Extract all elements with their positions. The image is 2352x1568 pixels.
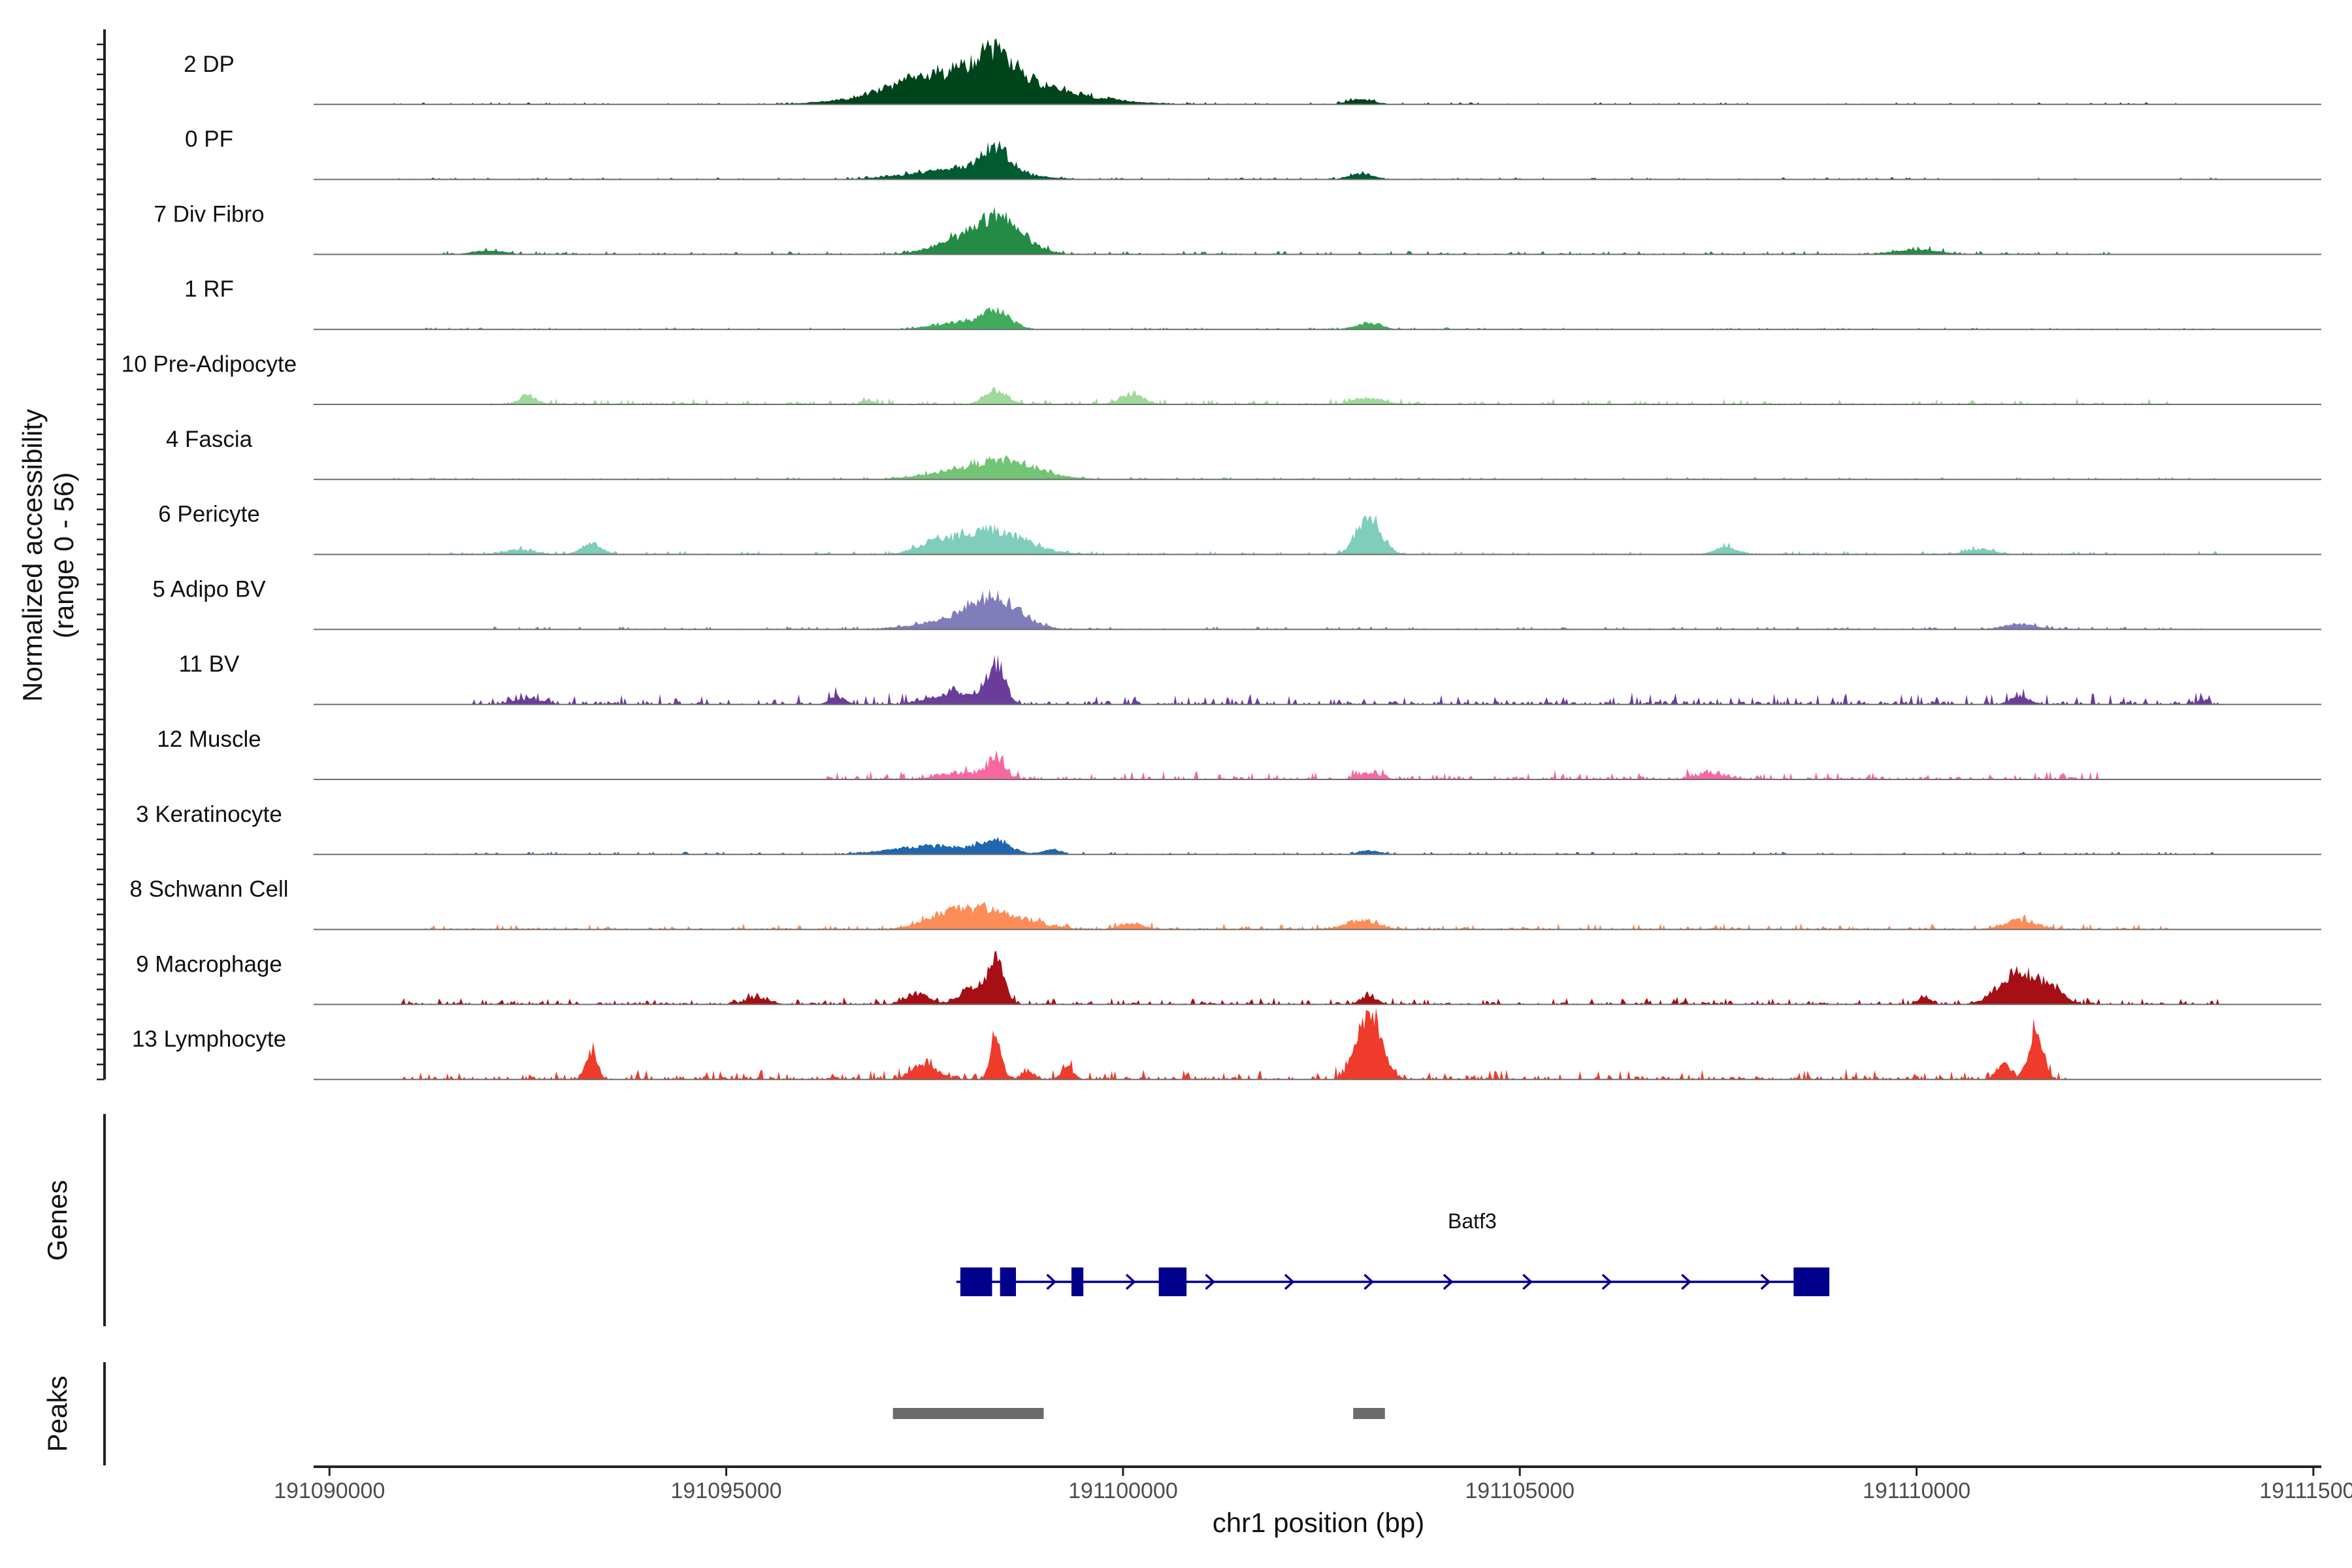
strand-arrow: [1522, 1273, 1533, 1290]
track-label: 11 BV: [179, 651, 240, 677]
track-11-bv: 11 BV: [179, 651, 2321, 706]
strand-arrow: [1681, 1273, 1691, 1290]
track-label: 4 Fascia: [166, 427, 253, 452]
x-tick-label: 191115000: [2259, 1478, 2352, 1503]
track-label: 5 Adipo BV: [152, 576, 266, 602]
track-5-adipo-bv: 5 Adipo BV: [152, 576, 2321, 630]
coverage-area: [314, 306, 2321, 330]
genes-panel-title: Genes: [42, 1180, 73, 1261]
track-label: 12 Muscle: [157, 727, 261, 752]
track-label: 3 Keratinocyte: [136, 802, 282, 827]
peak-region: [1353, 1408, 1385, 1419]
x-tick-label: 191090000: [274, 1478, 385, 1503]
track-4-fascia: 4 Fascia: [166, 427, 2321, 480]
peaks-panel-title: Peaks: [42, 1376, 73, 1452]
y-axis-title: Normalized accessibility: [17, 409, 48, 702]
track-label: 2 DP: [184, 52, 235, 77]
x-axis-title: chr1 position (bp): [1213, 1507, 1425, 1538]
track-0-pf: 0 PF: [185, 127, 2321, 180]
coverage-area: [314, 750, 2321, 779]
track-2-dp: 2 DP: [184, 38, 2321, 105]
x-tick-label: 191095000: [671, 1478, 782, 1503]
strand-arrow: [1443, 1273, 1454, 1290]
coverage-area: [314, 515, 2321, 555]
track-label: 13 Lymphocyte: [132, 1026, 286, 1052]
y-axis-range: (range 0 - 56): [48, 472, 79, 638]
coverage-area: [314, 588, 2321, 630]
peak-region: [892, 1408, 1044, 1419]
coverage-area: [314, 951, 2321, 1005]
track-13-lymphocyte: 13 Lymphocyte: [132, 1007, 2321, 1081]
gene-exon: [1793, 1267, 1829, 1296]
strand-arrow: [1601, 1273, 1612, 1290]
track-7-div-fibro: 7 Div Fibro: [154, 201, 2321, 255]
gene-track: Batf3: [956, 1209, 1829, 1296]
track-label: 1 RF: [184, 276, 234, 302]
track-label: 9 Macrophage: [136, 951, 282, 977]
coverage-area: [314, 836, 2321, 855]
coverage-area: [314, 206, 2321, 255]
coverage-tracks: 2 DP 0 PF 7 Div Fibro 1 RF 10 Pre-Adipocyte 4…: [122, 38, 2321, 1081]
coverage-area: [314, 140, 2321, 180]
track-6-pericyte: 6 Pericyte: [158, 502, 2321, 555]
gene-exon: [1071, 1267, 1084, 1296]
track-9-macrophage: 9 Macrophage: [136, 951, 2321, 1005]
track-1-rf: 1 RF: [184, 276, 2321, 331]
track-3-keratinocyte: 3 Keratinocyte: [136, 802, 2321, 855]
strand-arrow: [1364, 1273, 1375, 1290]
coverage-area: [314, 654, 2321, 705]
track-label: 10 Pre-Adipocyte: [122, 351, 297, 377]
track-label: 7 Div Fibro: [154, 201, 264, 227]
x-tick-label: 191105000: [1465, 1478, 1575, 1503]
track-12-muscle: 12 Muscle: [157, 727, 2321, 780]
strand-arrow: [1760, 1273, 1771, 1290]
strand-arrow: [1284, 1273, 1295, 1290]
track-label: 0 PF: [185, 127, 233, 152]
peak-track: [892, 1408, 1385, 1419]
coverage-area: [314, 902, 2321, 930]
coverage-area: [314, 38, 2321, 105]
coverage-area: [314, 1007, 2321, 1080]
x-tick-label: 191100000: [1068, 1478, 1178, 1503]
strand-arrow: [1046, 1273, 1057, 1290]
gene-exon: [960, 1267, 992, 1296]
coverage-area: [314, 387, 2321, 404]
strand-arrow: [1125, 1273, 1136, 1290]
coverage-area: [314, 455, 2321, 480]
track-label: 8 Schwann Cell: [129, 877, 288, 902]
x-tick-label: 191110000: [1863, 1478, 1970, 1503]
x-axis-ticks: 191090000 191095000 191100000 191105000 1911…: [274, 1467, 2352, 1503]
gene-name-batf3: Batf3: [1448, 1209, 1497, 1233]
strand-arrow: [1205, 1273, 1216, 1290]
track-8-schwann-cell: 8 Schwann Cell: [129, 877, 2321, 930]
track-label: 6 Pericyte: [158, 502, 260, 527]
track-10-pre-adipocyte: 10 Pre-Adipocyte: [122, 351, 2321, 405]
gene-exon: [1000, 1267, 1016, 1296]
y-axis-ticks: [97, 43, 105, 1081]
gene-exon: [1158, 1267, 1187, 1296]
